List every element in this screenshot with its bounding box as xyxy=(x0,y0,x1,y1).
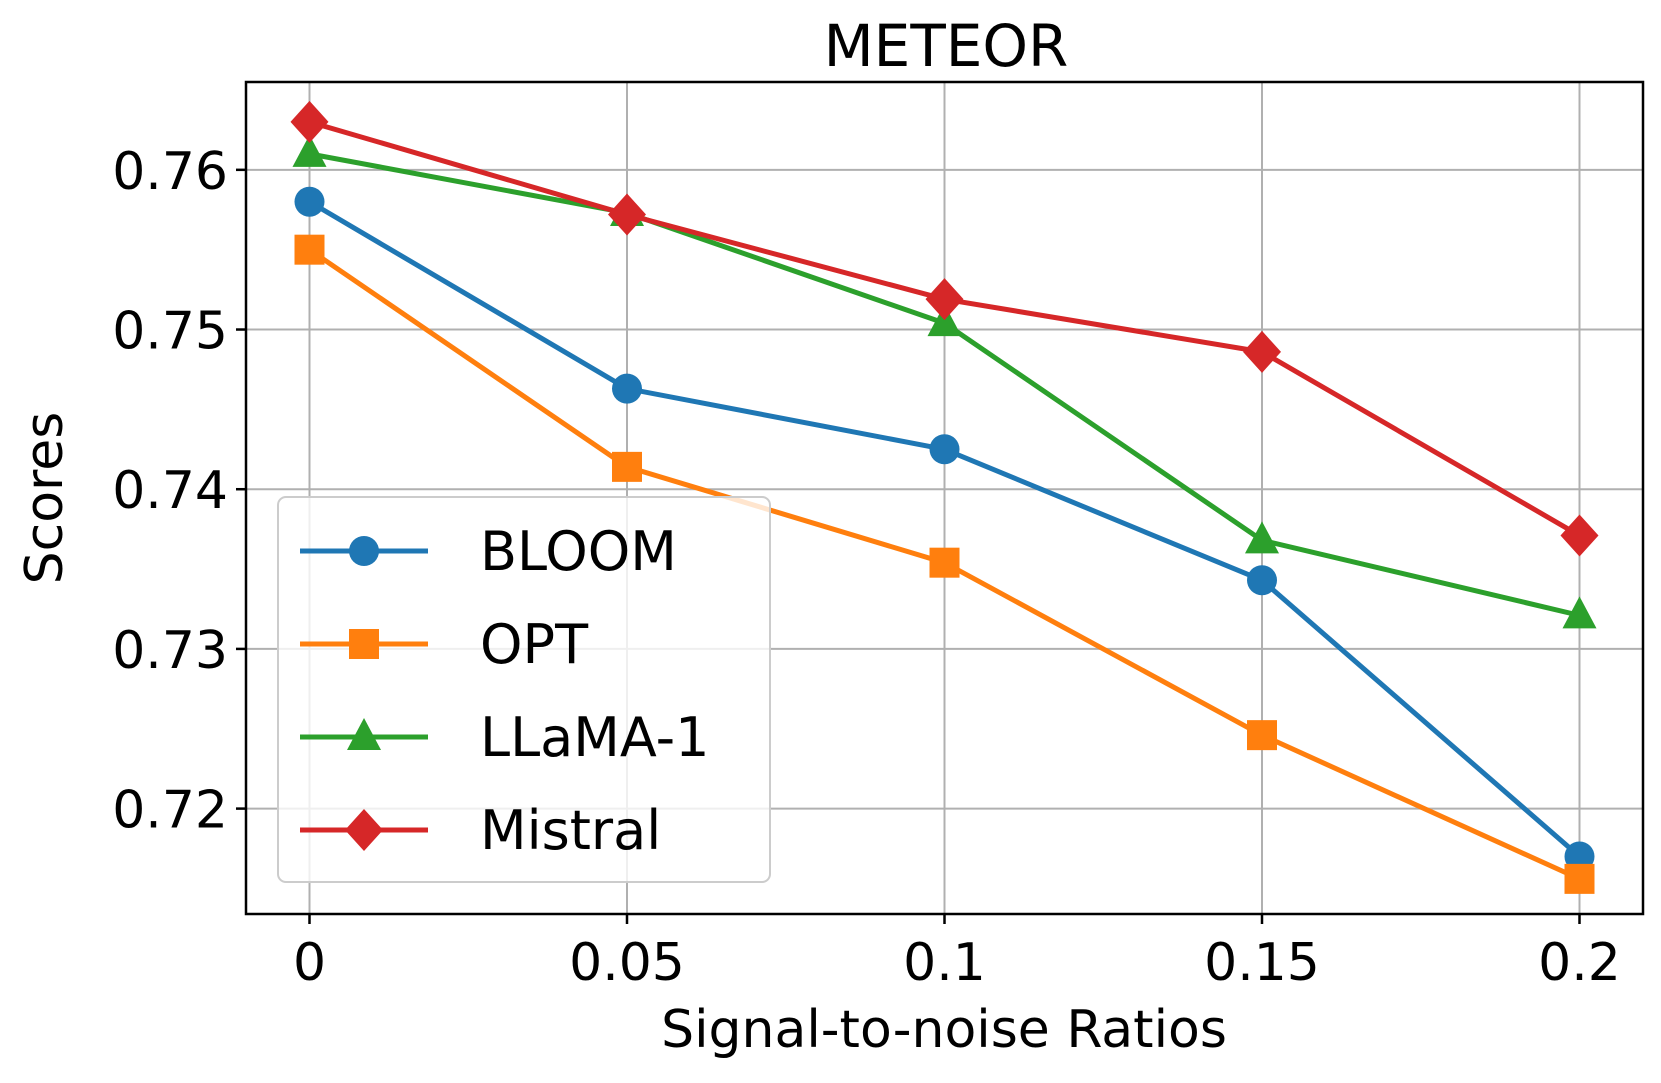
y-axis-label: Scores xyxy=(15,412,75,585)
mistral-point xyxy=(1243,330,1281,373)
y-tick-label: 0.72 xyxy=(112,781,228,841)
x-tick-label: 0 xyxy=(293,933,326,993)
legend-label: OPT xyxy=(480,613,589,676)
llama-1-point xyxy=(292,134,327,167)
y-tick-label: 0.73 xyxy=(112,621,228,681)
bloom-point xyxy=(929,434,960,465)
chart-title: METEOR xyxy=(824,12,1069,80)
legend-marker xyxy=(349,536,379,566)
legend-item-llama-1: LLaMA-1 xyxy=(300,706,709,769)
opt-point xyxy=(1247,720,1277,751)
plot-frame xyxy=(244,80,1645,916)
llama-1-point xyxy=(1562,596,1597,629)
legend-item-opt: OPT xyxy=(300,613,589,676)
legend-item-bloom: BLOOM xyxy=(300,520,677,583)
axis-ticks: 0 0.05 0.1 0.15 0.2 0.72 0.73 0.74 0.75 0.76 xyxy=(112,142,1621,993)
x-axis-label: Signal-to-noise Ratios xyxy=(661,1000,1227,1060)
mistral-point xyxy=(925,278,964,321)
legend-marker xyxy=(347,718,381,750)
series-mistral xyxy=(290,100,1599,557)
series-opt xyxy=(294,234,1595,894)
y-tick-label: 0.74 xyxy=(112,461,228,521)
mistral-point xyxy=(608,193,646,236)
opt-point xyxy=(1564,863,1595,894)
bloom-point xyxy=(1247,565,1277,596)
legend-label: BLOOM xyxy=(480,520,677,583)
opt-point xyxy=(612,451,642,482)
mistral-point xyxy=(1560,514,1599,557)
x-tick-label: 0.05 xyxy=(569,933,685,993)
bloom-point xyxy=(294,186,325,217)
legend: BLOOM OPT LLaMA-1 Mistral xyxy=(277,496,771,883)
series-bloom xyxy=(294,186,1595,872)
opt-point xyxy=(294,234,325,265)
legend-item-mistral: Mistral xyxy=(300,799,661,862)
llama-1-point xyxy=(1245,521,1279,554)
legend-marker xyxy=(349,629,379,659)
mistral-point xyxy=(290,100,329,143)
legend-marker xyxy=(345,809,383,851)
x-tick-label: 0.2 xyxy=(1538,933,1621,993)
legend-box xyxy=(277,496,771,883)
y-tick-label: 0.75 xyxy=(112,302,228,362)
x-tick-label: 0.1 xyxy=(903,933,986,993)
x-tick-label: 0.15 xyxy=(1204,933,1320,993)
data-series xyxy=(290,100,1599,894)
legend-label: LLaMA-1 xyxy=(480,706,709,769)
bloom-point xyxy=(612,373,642,404)
y-tick-label: 0.76 xyxy=(112,142,228,202)
legend-label: Mistral xyxy=(480,799,661,862)
opt-point xyxy=(929,547,960,578)
